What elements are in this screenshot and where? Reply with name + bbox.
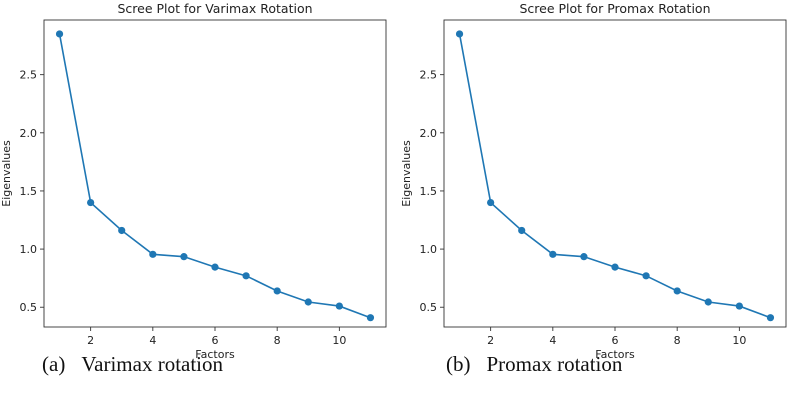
data-point [611,263,619,271]
y-tick-label: 2.5 [420,69,438,82]
data-point [735,302,743,310]
data-point [118,226,126,235]
y-tick-label: 1.5 [420,185,438,198]
x-tick-label: 4 [549,334,556,347]
series-line [458,33,771,319]
data-point [273,287,281,295]
y-tick-label: 0.5 [20,301,38,314]
data-point [211,263,219,271]
x-tick-label: 8 [274,334,281,347]
y-tick-label: 2.5 [20,69,38,82]
data-point [455,30,464,38]
scree-plot-varimax: Scree Plot for Varimax Rotation 2 4 6 8 10 0.5… [0,1,387,361]
caption-text: Promax rotation [486,352,623,376]
x-axis-label: Factors [595,348,635,361]
data-point [766,314,775,322]
chart-panel-varimax: Scree Plot for Varimax Rotation 2 4 6 8 10 0.5… [0,1,387,392]
chart-title: Scree Plot for Varimax Rotation [117,1,312,16]
data-point [642,272,650,280]
x-tick-label: 8 [674,334,681,347]
series-line [58,33,371,319]
figure-caption-b: (b) Promax rotation [446,352,622,392]
x-tick-label: 6 [212,334,219,347]
chart-title: Scree Plot for Promax Rotation [519,1,710,16]
data-point [149,250,157,258]
x-tick-label: 2 [487,334,494,347]
x-axis-label: Factors [195,348,235,361]
y-tick-label: 2.0 [20,127,38,140]
data-point [87,198,95,207]
x-tick-label: 6 [612,334,619,347]
y-tick-label: 1.0 [20,243,38,256]
y-tick-label: 0.5 [420,301,438,314]
data-point [335,302,343,310]
data-point [673,287,681,295]
data-point [55,30,64,38]
data-point [580,253,588,261]
y-tick-label: 2.0 [420,127,438,140]
caption-text: Varimax rotation [81,352,224,376]
data-point [487,198,495,207]
x-tick-label: 4 [149,334,156,347]
chart-panel-promax: Scree Plot for Promax Rotation 2 4 6 8 10 0.5 1… [400,0,800,411]
data-point [242,272,250,280]
data-point [549,250,557,258]
caption-tag: (b) [446,352,471,376]
scree-plot-promax: Scree Plot for Promax Rotation 2 4 6 8 10 0.5 1… [400,1,787,361]
y-tick-label: 1.5 [20,185,38,198]
plot-frame [443,19,787,328]
data-point [180,253,188,261]
x-tick-label: 10 [332,334,346,347]
data-point [366,314,375,322]
data-point [518,226,526,235]
y-axis-label: Eigenvalues [0,140,13,207]
figure-caption-a: (a) Varimax rotation [42,352,223,392]
y-tick-label: 1.0 [420,243,438,256]
data-point [304,298,312,306]
y-axis-label: Eigenvalues [400,140,413,207]
data-point [704,298,712,306]
x-tick-label: 2 [87,334,94,347]
caption-tag: (a) [42,352,66,376]
x-tick-label: 10 [732,334,746,347]
plot-frame [43,19,387,328]
